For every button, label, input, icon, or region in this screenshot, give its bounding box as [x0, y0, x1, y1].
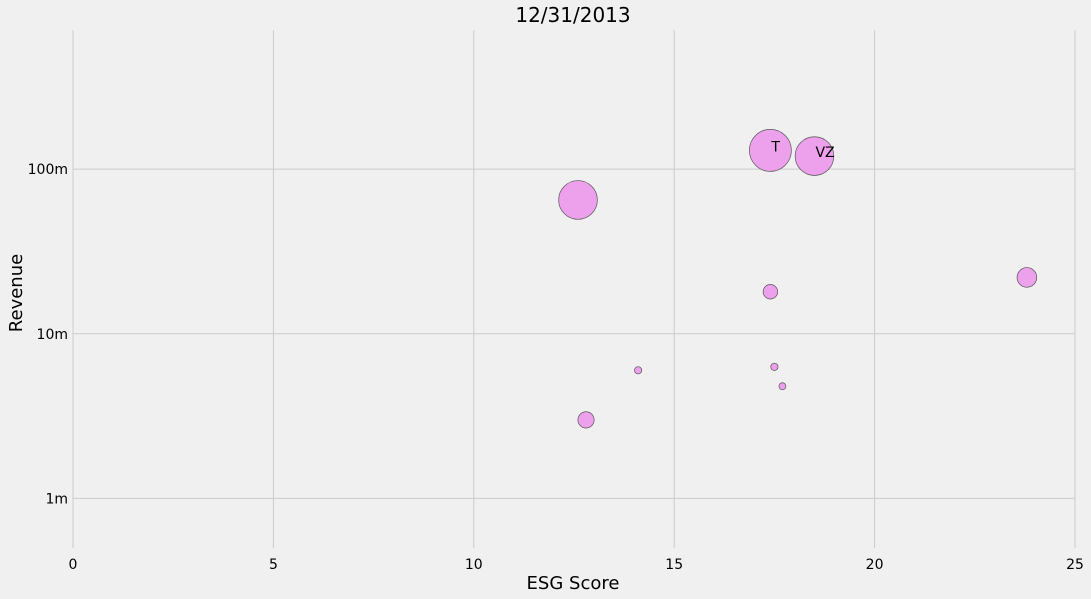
- data-point: [577, 411, 595, 429]
- x-tick-label: 10: [465, 557, 483, 573]
- data-point: [794, 136, 835, 176]
- x-tick-label: 25: [1066, 557, 1084, 573]
- data-point: [762, 284, 779, 300]
- x-tick-label: 20: [866, 557, 884, 573]
- y-tick-label: 1m: [45, 491, 68, 507]
- data-point: [770, 362, 779, 371]
- x-axis-label: ESG Score: [527, 573, 620, 594]
- chart-title: 12/31/2013: [515, 3, 630, 27]
- grid-layer: [72, 30, 1076, 548]
- data-point: [749, 129, 792, 172]
- data-point: [1016, 267, 1038, 288]
- bubble-layer: [558, 129, 1038, 429]
- data-point: [558, 180, 598, 220]
- point-label-layer: T VZ: [770, 139, 834, 161]
- x-tick-label: 15: [665, 557, 683, 573]
- tick-layer: 0 5 10 15 20 25 1m 10m 100m: [28, 162, 1084, 573]
- x-tick-label: 0: [69, 557, 78, 573]
- y-axis-label: Revenue: [6, 254, 27, 332]
- data-point: [634, 366, 643, 375]
- point-label: VZ: [815, 145, 834, 161]
- point-label: T: [770, 139, 780, 155]
- x-tick-label: 5: [269, 557, 278, 573]
- y-tick-label: 100m: [28, 162, 68, 178]
- y-tick-label: 10m: [37, 327, 68, 343]
- data-point: [778, 382, 787, 391]
